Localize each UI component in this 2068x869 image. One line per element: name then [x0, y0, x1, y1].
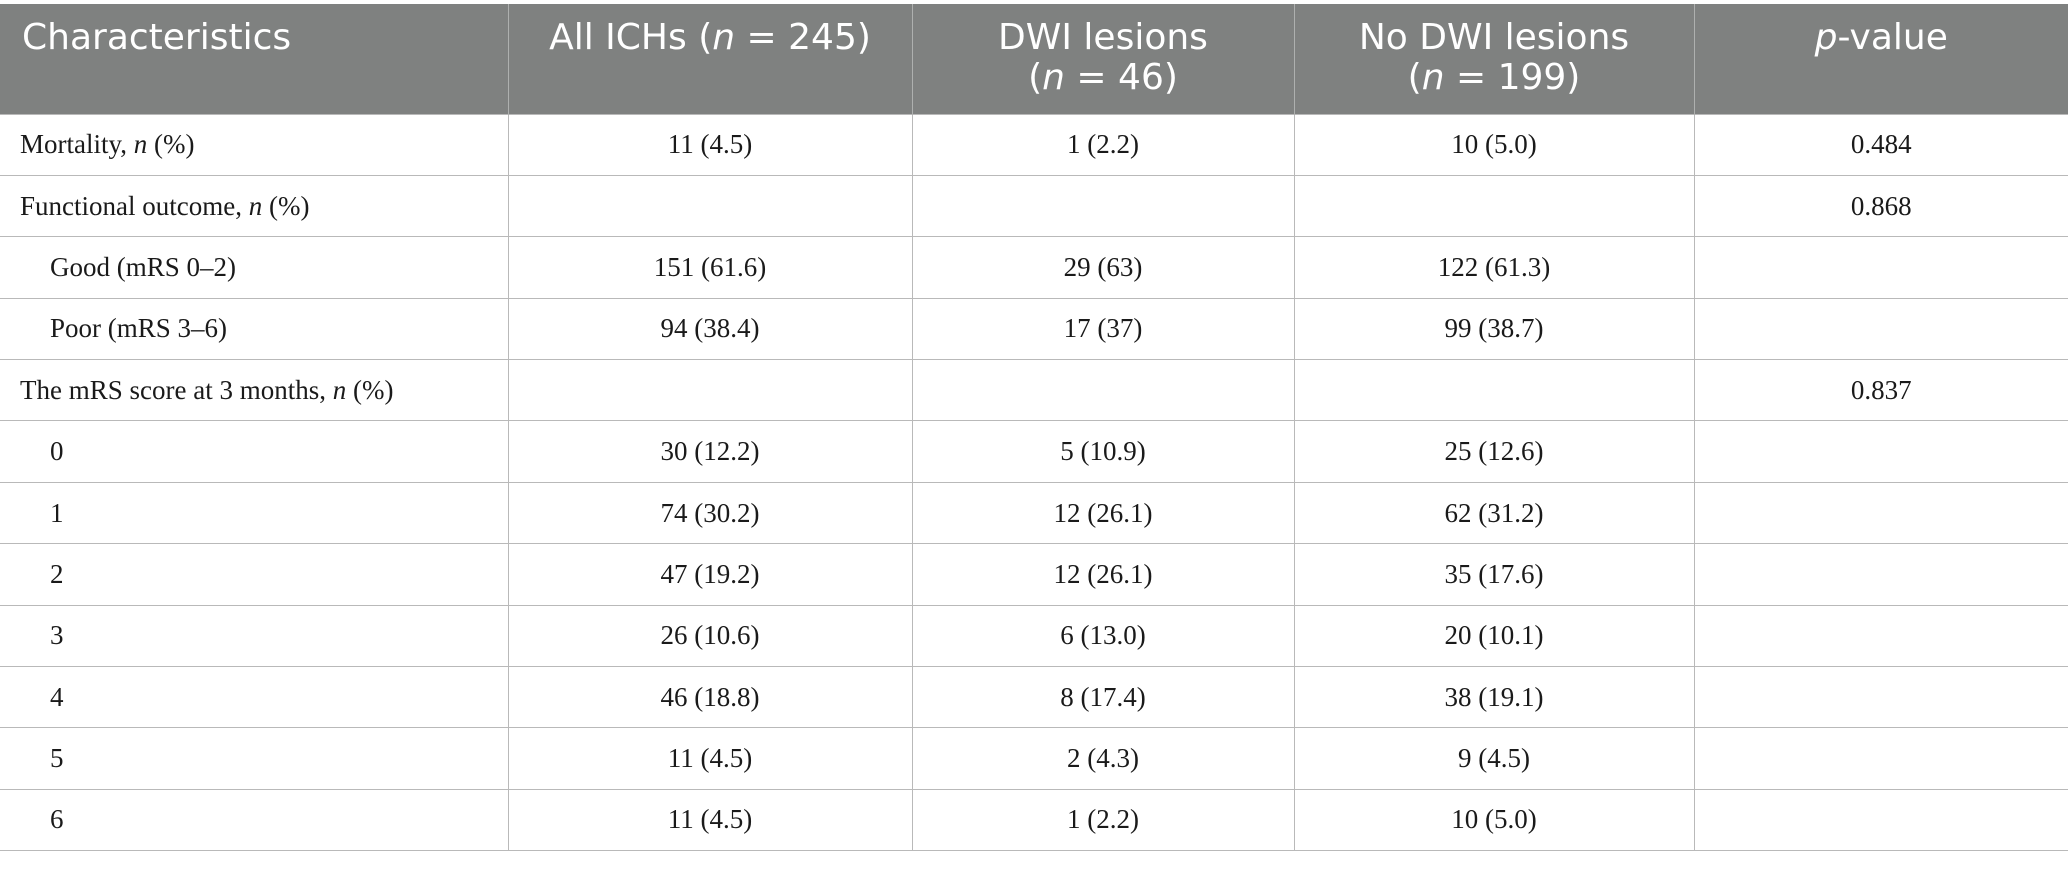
table-row: 6 11 (4.5) 1 (2.2) 10 (5.0) [0, 788, 2068, 852]
cell-no-dwi-lesions: 9 (4.5) [1293, 727, 1695, 790]
cell-p-value [1693, 604, 2068, 668]
table-row: 5 11 (4.5) 2 (4.3) 9 (4.5) [0, 727, 2068, 790]
cell-dwi-lesions: 1 (2.2) [911, 113, 1295, 176]
cell-dwi-lesions: 17 (37) [911, 297, 1295, 361]
cell-p-value [1693, 666, 2068, 729]
cell-all-ichs: 11 (4.5) [507, 727, 913, 790]
cell-all-ichs [507, 174, 913, 238]
cell-no-dwi-lesions: 10 (5.0) [1293, 113, 1695, 176]
table-row: Good (mRS 0–2) 151 (61.6) 29 (63) 122 (61.3… [0, 236, 2068, 299]
table-row: Functional outcome, n (%) 0.868 [0, 174, 2068, 238]
header-row: Characteristics All ICHs (n = 245) DWI l… [0, 4, 2068, 114]
table-row: 1 74 (30.2) 12 (26.1) 62 (31.2) [0, 481, 2068, 545]
table-body: Mortality, n (%) 11 (4.5) 1 (2.2) 10 (5.0) 0… [0, 113, 2068, 852]
cell-characteristic: 3 [0, 604, 509, 668]
cell-all-ichs [507, 359, 913, 422]
cell-p-value [1693, 481, 2068, 545]
cell-no-dwi-lesions [1293, 359, 1695, 422]
cell-no-dwi-lesions: 20 (10.1) [1293, 604, 1695, 668]
cell-p-value [1693, 788, 2068, 852]
cell-all-ichs: 47 (19.2) [507, 543, 913, 606]
col-header-p-value: p-value [1694, 4, 2068, 114]
cell-p-value [1693, 543, 2068, 606]
cell-all-ichs: 11 (4.5) [507, 113, 913, 176]
cell-p-value [1693, 297, 2068, 361]
cell-dwi-lesions: 2 (4.3) [911, 727, 1295, 790]
cell-characteristic: 6 [0, 788, 509, 852]
table-row: 2 47 (19.2) 12 (26.1) 35 (17.6) [0, 543, 2068, 606]
col-header-dwi-lesions: DWI lesions (n = 46) [912, 4, 1295, 114]
cell-dwi-lesions: 1 (2.2) [911, 788, 1295, 852]
table-row: Poor (mRS 3–6) 94 (38.4) 17 (37) 99 (38.7) [0, 297, 2068, 361]
cell-characteristic: Functional outcome, n (%) [0, 174, 509, 238]
cell-dwi-lesions: 12 (26.1) [911, 543, 1295, 606]
cell-characteristic: 2 [0, 543, 509, 606]
cell-all-ichs: 74 (30.2) [507, 481, 913, 545]
cell-characteristic: The mRS score at 3 months, n (%) [0, 359, 509, 422]
cell-characteristic: 0 [0, 420, 509, 483]
col-header-all-ichs: All ICHs (n = 245) [508, 4, 913, 114]
cell-p-value: 0.868 [1693, 174, 2068, 238]
cell-all-ichs: 30 (12.2) [507, 420, 913, 483]
cell-characteristic: Good (mRS 0–2) [0, 236, 509, 299]
cell-p-value: 0.837 [1693, 359, 2068, 422]
cell-no-dwi-lesions: 62 (31.2) [1293, 481, 1695, 545]
cell-all-ichs: 46 (18.8) [507, 666, 913, 729]
table-row: 4 46 (18.8) 8 (17.4) 38 (19.1) [0, 666, 2068, 729]
cell-no-dwi-lesions: 10 (5.0) [1293, 788, 1695, 852]
table-row: Mortality, n (%) 11 (4.5) 1 (2.2) 10 (5.0) 0… [0, 113, 2068, 176]
cell-no-dwi-lesions: 35 (17.6) [1293, 543, 1695, 606]
cell-all-ichs: 11 (4.5) [507, 788, 913, 852]
outcomes-table: Characteristics All ICHs (n = 245) DWI l… [0, 4, 2068, 852]
cell-dwi-lesions: 8 (17.4) [911, 666, 1295, 729]
table-row: 0 30 (12.2) 5 (10.9) 25 (12.6) [0, 420, 2068, 483]
cell-p-value [1693, 236, 2068, 299]
cell-dwi-lesions [911, 174, 1295, 238]
cell-no-dwi-lesions: 38 (19.1) [1293, 666, 1695, 729]
table-row: 3 26 (10.6) 6 (13.0) 20 (10.1) [0, 604, 2068, 668]
cell-dwi-lesions: 6 (13.0) [911, 604, 1295, 668]
cell-p-value: 0.484 [1693, 113, 2068, 176]
cell-dwi-lesions: 29 (63) [911, 236, 1295, 299]
cell-characteristic: Mortality, n (%) [0, 113, 509, 176]
cell-no-dwi-lesions: 122 (61.3) [1293, 236, 1695, 299]
cell-all-ichs: 151 (61.6) [507, 236, 913, 299]
cell-p-value [1693, 420, 2068, 483]
cell-no-dwi-lesions: 99 (38.7) [1293, 297, 1695, 361]
cell-p-value [1693, 727, 2068, 790]
cell-dwi-lesions: 12 (26.1) [911, 481, 1295, 545]
cell-dwi-lesions: 5 (10.9) [911, 420, 1295, 483]
col-header-characteristics: Characteristics [0, 4, 509, 114]
cell-characteristic: 1 [0, 481, 509, 545]
cell-all-ichs: 94 (38.4) [507, 297, 913, 361]
table-row: The mRS score at 3 months, n (%) 0.837 [0, 359, 2068, 422]
cell-dwi-lesions [911, 359, 1295, 422]
cell-no-dwi-lesions: 25 (12.6) [1293, 420, 1695, 483]
cell-characteristic: Poor (mRS 3–6) [0, 297, 509, 361]
cell-all-ichs: 26 (10.6) [507, 604, 913, 668]
col-header-no-dwi-lesions: No DWI lesions (n = 199) [1294, 4, 1695, 114]
table-header: Characteristics All ICHs (n = 245) DWI l… [0, 4, 2068, 114]
cell-characteristic: 5 [0, 727, 509, 790]
cell-characteristic: 4 [0, 666, 509, 729]
cell-no-dwi-lesions [1293, 174, 1695, 238]
